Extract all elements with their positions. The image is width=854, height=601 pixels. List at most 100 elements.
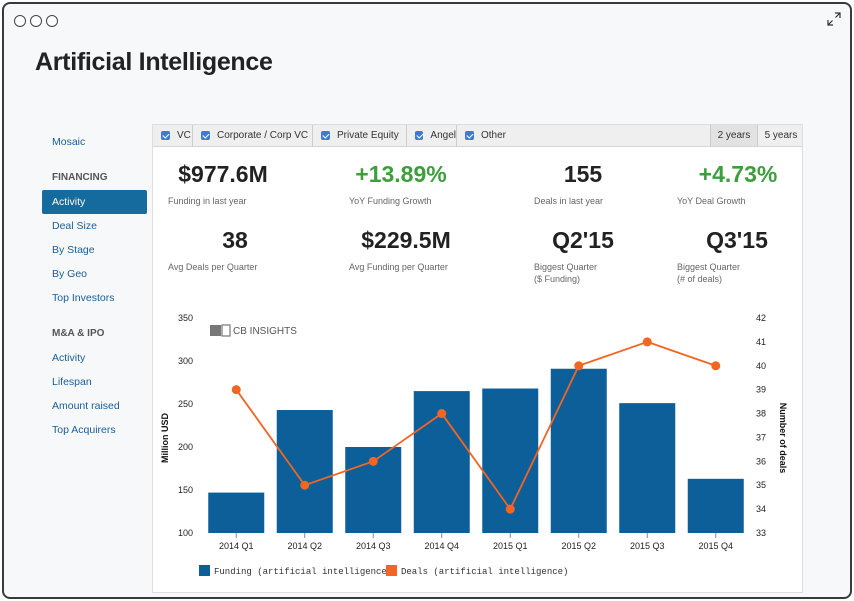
deals-point[interactable] [300, 480, 310, 490]
sidebar-heading-financing: FINANCING [52, 172, 108, 183]
sidebar-item-amount-raised[interactable]: Amount raised [52, 400, 120, 412]
sidebar-item-mosaic[interactable]: Mosaic [52, 136, 86, 148]
sidebar-item-by-stage[interactable]: By Stage [52, 244, 95, 256]
logo-mark [210, 325, 221, 336]
legend-deals-label: Deals (artificial intelligence) [401, 567, 568, 577]
y2-tick-label: 39 [756, 385, 766, 395]
stat-label-line: Biggest Quarter [534, 262, 598, 272]
stat-deal-growth-value: +4.73% [698, 161, 778, 187]
window-dot-icon[interactable] [14, 15, 26, 27]
deals-line [235, 340, 717, 511]
y2-tick-label: 37 [756, 432, 766, 442]
stat-deal-growth-label: YoY Deal Growth [677, 196, 746, 206]
title-bar [4, 4, 850, 34]
stat-deals-label: Deals in last year [534, 196, 604, 206]
funding-bar[interactable] [619, 403, 676, 533]
stat-label-line: (# of deals) [677, 274, 723, 284]
sidebar-item-ma-activity[interactable]: Activity [52, 352, 86, 364]
x-tick-label: 2014 Q3 [356, 541, 391, 551]
funding-deals-chart: CB INSIGHTS Million USD Number of deals … [160, 313, 788, 577]
funding-bar[interactable] [550, 368, 607, 533]
stat-avg-deals-value: 38 [222, 227, 248, 253]
deals-point[interactable] [505, 504, 515, 514]
legend-deals-swatch [386, 565, 397, 576]
x-tick-label: 2015 Q1 [493, 541, 528, 551]
range-2-years-button[interactable]: 2 years [710, 125, 757, 146]
funding-bar[interactable] [276, 410, 333, 533]
sidebar-item-deal-size[interactable]: Deal Size [52, 220, 97, 232]
filter-other[interactable]: Other [457, 125, 517, 146]
stat-biggest-quarter-deals-value: Q3'15 [706, 227, 768, 253]
checkbox-checked-icon[interactable] [201, 131, 210, 140]
stat-funding-value: $977.6M [178, 161, 268, 187]
deals-point[interactable] [574, 361, 584, 371]
y-tick-label: 250 [178, 399, 193, 409]
y-tick-label: 200 [178, 442, 193, 452]
x-tick-label: 2015 Q2 [561, 541, 596, 551]
checkbox-checked-icon[interactable] [321, 131, 330, 140]
y2-tick-label: 34 [756, 504, 766, 514]
y2-tick-label: 42 [756, 313, 766, 323]
filter-angel[interactable]: Angel [407, 125, 457, 146]
filter-corporate-vc[interactable]: Corporate / Corp VC [193, 125, 313, 146]
stat-biggest-quarter-funding-label: Biggest Quarter ($ Funding) [534, 261, 597, 285]
filter-label: Corporate / Corp VC [217, 130, 309, 141]
stat-label-line: ($ Funding) [534, 274, 581, 284]
y-tick-label: 150 [178, 485, 193, 495]
deals-point[interactable] [231, 385, 241, 395]
sidebar: Mosaic FINANCING Activity Deal Size By S… [42, 130, 147, 442]
y2-tick-label: 33 [756, 528, 766, 538]
sidebar-item-lifespan[interactable]: Lifespan [52, 376, 92, 388]
deals-point[interactable] [642, 337, 652, 347]
stat-label-line: Biggest Quarter [677, 262, 741, 272]
filter-private-equity[interactable]: Private Equity [313, 125, 407, 146]
cb-insights-logo: CB INSIGHTS [210, 324, 297, 337]
stat-funding-growth-label: YoY Funding Growth [349, 196, 432, 206]
x-tick-label: 2014 Q4 [424, 541, 459, 551]
stat-avg-funding-value: $229.5M [361, 227, 451, 253]
window-dot-icon[interactable] [46, 15, 58, 27]
stat-deals-value: 155 [563, 161, 603, 187]
filter-label: Angel [430, 130, 456, 141]
filter-vc[interactable]: VC [153, 125, 193, 146]
sidebar-heading-ma-ipo: M&A & IPO [52, 328, 105, 339]
sidebar-item-financing-activity[interactable]: Activity [42, 190, 147, 214]
x-tick-label: 2014 Q2 [287, 541, 322, 551]
legend-funding-swatch [199, 565, 210, 576]
stat-funding-growth-value: +13.89% [355, 161, 447, 187]
range-5-years-button[interactable]: 5 years [757, 125, 804, 146]
y2-tick-label: 40 [756, 361, 766, 371]
filter-label: Private Equity [337, 130, 399, 141]
deals-point[interactable] [711, 361, 721, 371]
window-dot-icon[interactable] [30, 15, 42, 27]
y2-tick-label: 41 [756, 337, 766, 347]
dashboard-panel: VC Corporate / Corp VC Private Equity An… [152, 124, 803, 593]
page-title: Artificial Intelligence [35, 48, 273, 76]
filter-label: Other [481, 130, 507, 141]
expand-icon[interactable] [827, 12, 841, 26]
y-tick-label: 100 [178, 528, 193, 538]
sidebar-item-by-geo[interactable]: By Geo [52, 268, 88, 280]
filter-bar: VC Corporate / Corp VC Private Equity An… [153, 125, 802, 147]
legend-funding-label: Funding (artificial intelligence) [214, 567, 392, 577]
funding-bar[interactable] [687, 478, 744, 533]
stat-avg-funding-label: Avg Funding per Quarter [349, 262, 448, 272]
y2-tick-label: 35 [756, 480, 766, 490]
checkbox-checked-icon[interactable] [465, 131, 474, 140]
checkbox-checked-icon[interactable] [415, 131, 424, 140]
deals-point[interactable] [437, 409, 447, 419]
stat-biggest-quarter-deals-label: Biggest Quarter (# of deals) [677, 261, 740, 285]
logo-mark [221, 324, 231, 337]
funding-bar[interactable] [208, 492, 265, 533]
sidebar-item-top-investors[interactable]: Top Investors [52, 292, 115, 304]
y-tick-label: 350 [178, 313, 193, 323]
checkbox-checked-icon[interactable] [161, 131, 170, 140]
filter-label: VC [177, 130, 191, 141]
deals-point[interactable] [368, 456, 378, 466]
stat-funding-label: Funding in last year [168, 196, 247, 206]
y-axis-title: Million USD [160, 413, 170, 463]
x-tick-label: 2015 Q3 [630, 541, 665, 551]
sidebar-item-top-acquirers[interactable]: Top Acquirers [52, 424, 116, 436]
stat-avg-deals-label: Avg Deals per Quarter [168, 262, 258, 272]
